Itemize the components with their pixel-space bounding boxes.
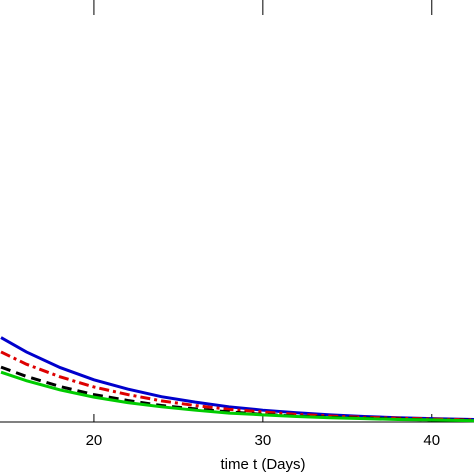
x-tick-label: 40 (423, 432, 440, 449)
line-series (0, 370, 474, 423)
x-tick-label: 20 (86, 432, 103, 449)
line-series (0, 350, 474, 422)
line-series (0, 336, 474, 421)
x-tick-label: 30 (255, 432, 272, 449)
x-axis-label: time t (Days) (220, 456, 305, 473)
